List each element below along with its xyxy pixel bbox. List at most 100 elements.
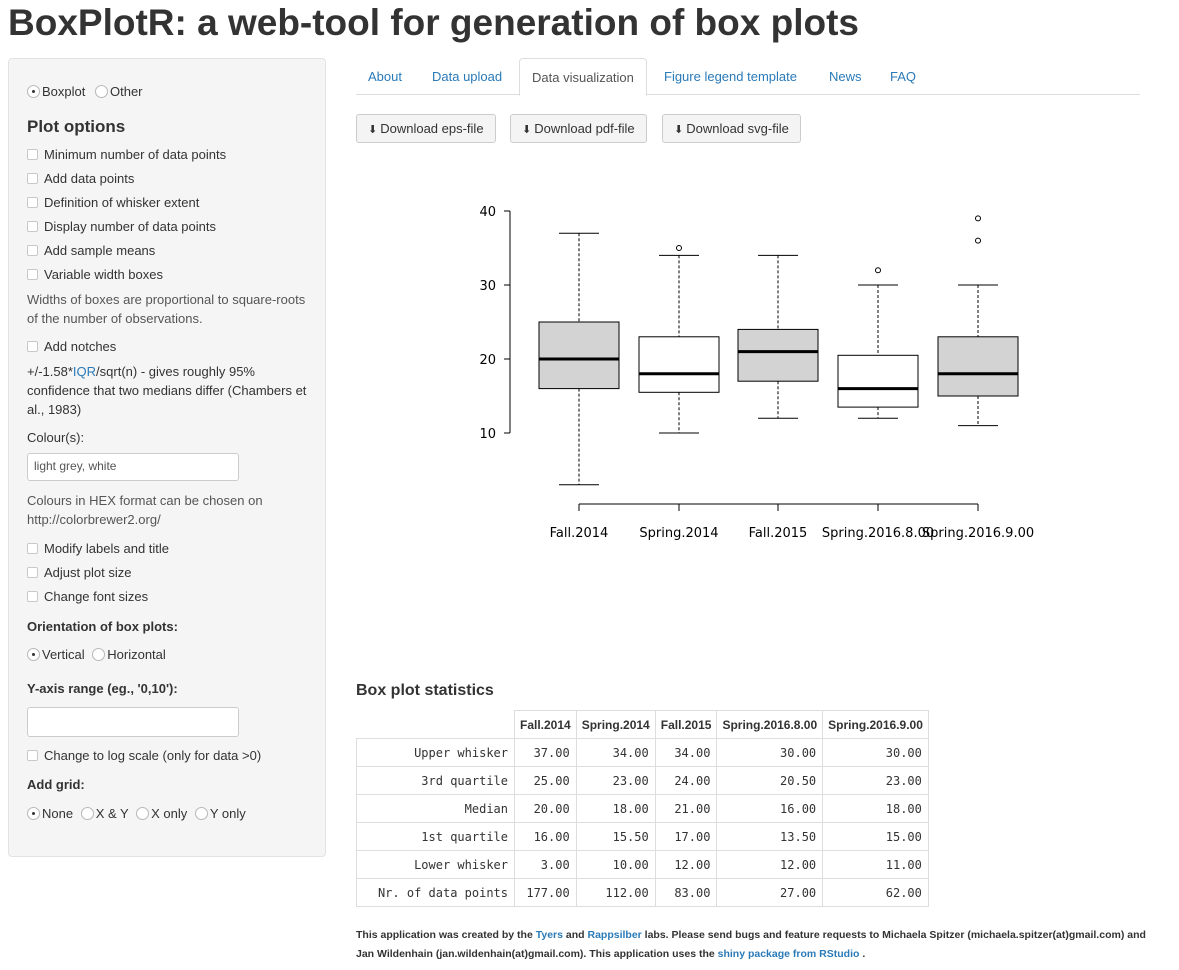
stats-cell: 10.00 — [575, 850, 656, 879]
box-plot-chart: 10 20 30 40 Fall.2014 Spring.2014 Fall.2015 Spr… — [479, 205, 1034, 541]
stats-table: Fall.2014 Spring.2014 Fall.2015 Spring.2016… — [356, 710, 929, 907]
radio-label: Other — [110, 84, 143, 99]
outlier-point — [676, 245, 682, 251]
orientation-label: Orientation of box plots: — [27, 619, 178, 634]
stats-cell: 112.00 — [575, 878, 656, 907]
radio-label: Vertical — [42, 647, 85, 662]
page-title: BoxPlotR: a web-tool for generation of b… — [8, 2, 859, 43]
radio-horizontal[interactable]: Horizontal — [92, 647, 166, 662]
colours-help: Colours in HEX format can be chosen on h… — [27, 493, 263, 527]
checkbox-whisker[interactable]: Definition of whisker extent — [27, 195, 199, 210]
checkbox-add-points[interactable]: Add data points — [27, 171, 134, 186]
checkbox-icon — [27, 567, 38, 578]
x-tick-label: Fall.2014 — [550, 526, 609, 541]
download-svg-button[interactable]: ⬇ Download svg-file — [662, 114, 801, 143]
checkbox-label: Display number of data points — [44, 219, 216, 234]
tab-data-visualization[interactable]: Data visualization — [519, 58, 647, 96]
stats-heading: Box plot statistics — [356, 682, 494, 699]
yrange-input[interactable] — [27, 707, 239, 737]
radio-boxplot[interactable]: Boxplot — [27, 84, 85, 99]
stats-corner-cell — [356, 710, 515, 739]
checkbox-icon — [27, 750, 38, 761]
radio-selected-icon — [27, 807, 40, 820]
stats-row-label: 3rd quartile — [356, 766, 515, 795]
checkbox-means[interactable]: Add sample means — [27, 243, 155, 258]
radio-grid-x[interactable]: X only — [136, 806, 187, 821]
checkbox-display-n[interactable]: Display number of data points — [27, 219, 216, 234]
tab-data-upload[interactable]: Data upload — [432, 69, 503, 84]
table-row: Nr. of data points 177.00 112.00 83.00 27.00… — [356, 878, 929, 907]
stats-cell: 62.00 — [822, 878, 929, 907]
var-width-help: Widths of boxes are proportional to squa… — [27, 292, 306, 326]
checkbox-log-scale[interactable]: Change to log scale (only for data >0) — [27, 748, 261, 763]
stats-row-label: 1st quartile — [356, 822, 515, 851]
stats-cell: 34.00 — [575, 738, 656, 767]
radio-grid-xy[interactable]: X & Y — [80, 806, 128, 821]
radio-label: None — [42, 806, 74, 821]
checkbox-label: Add sample means — [44, 243, 156, 258]
y-tick-label: 30 — [479, 279, 496, 294]
radio-empty-icon — [95, 85, 108, 98]
download-pdf-button[interactable]: ⬇ Download pdf-file — [510, 114, 647, 143]
button-label: Download eps-file — [380, 121, 484, 136]
stats-row-label: Median — [356, 794, 515, 823]
radio-other[interactable]: Other — [95, 84, 143, 99]
radio-empty-icon — [194, 807, 208, 820]
tab-figure-legend[interactable]: Figure legend template — [664, 69, 797, 84]
rappsilber-link[interactable]: Rappsilber — [587, 929, 642, 941]
radio-grid-y[interactable]: Y only — [194, 806, 246, 821]
checkbox-label: Add notches — [44, 339, 117, 354]
download-icon: ⬇ — [368, 124, 378, 136]
stats-cell: 23.00 — [575, 766, 656, 795]
radio-label: Horizontal — [107, 647, 166, 662]
tab-about[interactable]: About — [368, 69, 402, 84]
stats-cell: 15.00 — [822, 822, 929, 851]
download-eps-button[interactable]: ⬇ Download eps-file — [356, 114, 496, 143]
checkbox-fonts[interactable]: Change font sizes — [27, 589, 148, 604]
y-tick-label: 10 — [479, 427, 496, 442]
stats-cell: 30.00 — [822, 738, 929, 767]
stats-cell: 12.00 — [716, 850, 824, 879]
stats-cell: 18.00 — [575, 794, 656, 823]
stats-cell: 20.00 — [514, 794, 577, 823]
stats-cell: 11.00 — [822, 850, 929, 879]
radio-selected-icon — [27, 648, 40, 661]
colours-input[interactable]: light grey, white — [27, 453, 239, 481]
radio-empty-icon — [80, 807, 94, 820]
checkbox-labels[interactable]: Modify labels and title — [27, 541, 169, 556]
footer-text: This application was created by the Tyer… — [356, 926, 1146, 964]
tab-faq[interactable]: FAQ — [890, 69, 917, 84]
checkbox-size[interactable]: Adjust plot size — [27, 565, 131, 580]
radio-empty-icon — [136, 807, 150, 820]
radio-vertical[interactable]: Vertical — [27, 647, 85, 662]
checkbox-label: Add data points — [44, 171, 135, 186]
checkbox-notches[interactable]: Add notches — [27, 339, 116, 354]
colours-label: Colour(s): — [27, 430, 85, 445]
sidebar-panel: Boxplot Other Plot options Minimum numbe… — [8, 58, 326, 857]
stats-cell: 16.00 — [514, 822, 577, 851]
button-label: Download svg-file — [686, 121, 789, 136]
notch-help: +/-1.58*IQR/sqrt(n) - gives roughly 95% … — [27, 362, 317, 419]
grid-label: Add grid: — [27, 777, 85, 792]
radio-grid-none[interactable]: None — [27, 806, 73, 821]
download-icon: ⬇ — [522, 124, 532, 136]
yrange-label: Y-axis range (eg., '0,10'): — [27, 681, 178, 696]
shiny-link[interactable]: shiny package from RStudio — [717, 948, 860, 960]
x-tick-label: Spring.2016.9.00 — [922, 526, 1034, 541]
footer-t1: This application was created by the — [356, 929, 536, 941]
checkbox-icon — [27, 543, 38, 554]
checkbox-min-points[interactable]: Minimum number of data points — [27, 147, 226, 162]
checkbox-label: Change font sizes — [44, 589, 149, 604]
iqr-link[interactable]: IQR — [72, 364, 97, 379]
tab-news[interactable]: News — [829, 69, 862, 84]
checkbox-icon — [27, 221, 38, 232]
tyers-link[interactable]: Tyers — [535, 929, 563, 941]
stats-column-header: Spring.2016.8.00 — [716, 710, 824, 739]
stats-cell: 177.00 — [514, 878, 577, 907]
stats-row-label: Nr. of data points — [356, 878, 515, 907]
radio-label: Boxplot — [42, 84, 86, 99]
checkbox-var-width[interactable]: Variable width boxes — [27, 267, 163, 282]
checkbox-icon — [27, 341, 38, 352]
stats-cell: 24.00 — [654, 766, 718, 795]
table-row: Upper whisker 37.00 34.00 34.00 30.00 30.00 — [356, 738, 929, 767]
